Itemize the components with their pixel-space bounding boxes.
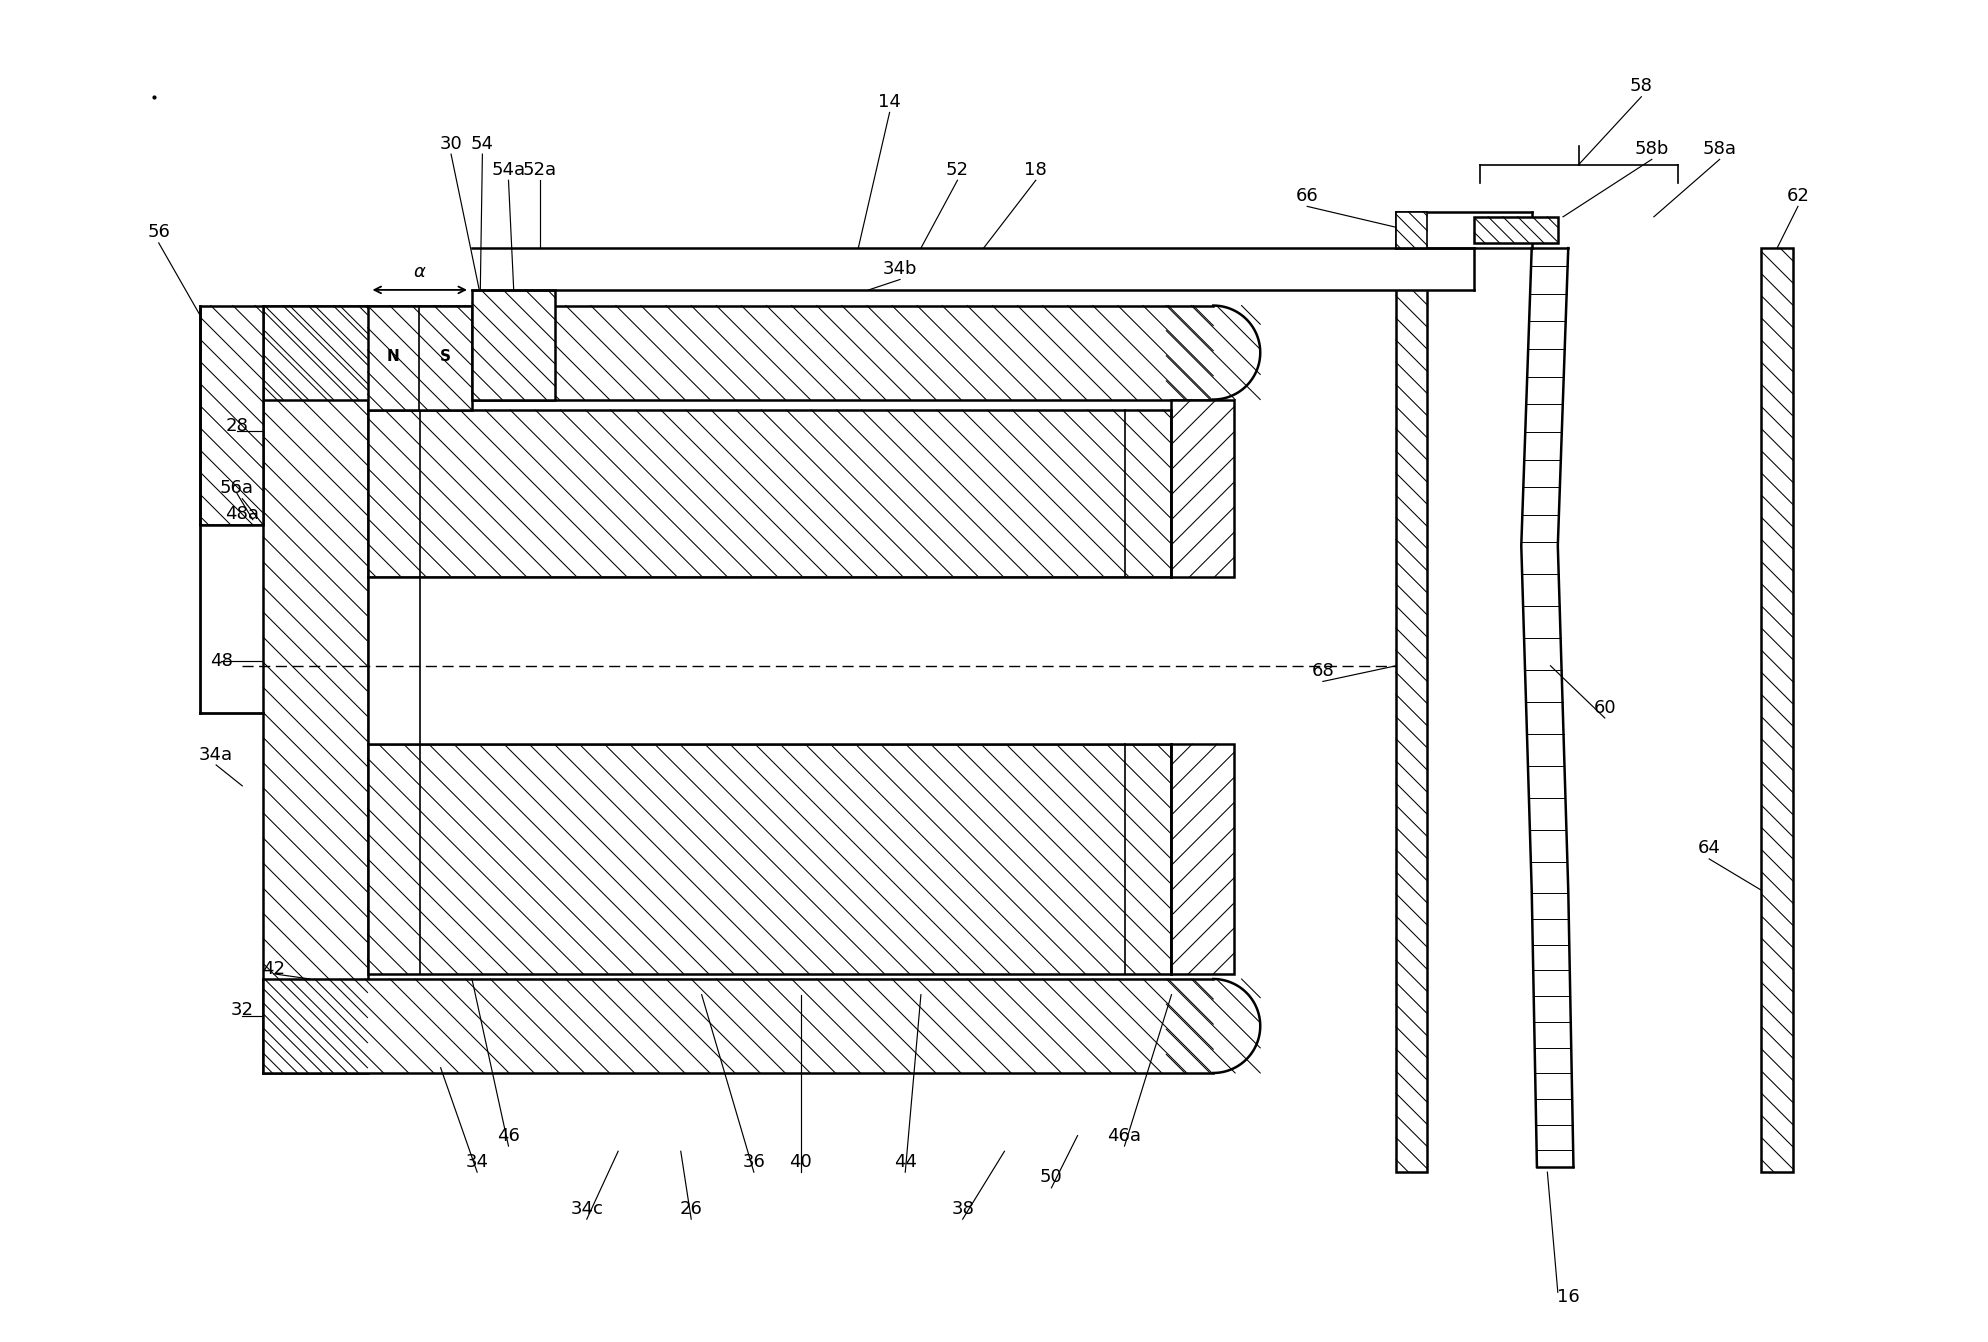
Text: 68: 68	[1312, 662, 1334, 680]
Bar	[1396, 248, 1427, 1172]
Text: 48a: 48a	[225, 506, 258, 523]
Text: 32: 32	[231, 1001, 254, 1020]
Polygon shape	[1213, 306, 1260, 400]
Text: 18: 18	[1024, 161, 1048, 178]
Text: 34: 34	[465, 1153, 489, 1170]
Polygon shape	[1213, 980, 1260, 1074]
Text: N: N	[386, 349, 400, 364]
Bar	[471, 290, 555, 400]
Text: 46a: 46a	[1107, 1127, 1141, 1145]
Bar	[1761, 248, 1793, 1172]
Text: 66: 66	[1296, 187, 1318, 205]
Text: 34b: 34b	[883, 260, 916, 278]
Text: 40: 40	[789, 1153, 813, 1170]
Bar	[262, 306, 1213, 400]
Text: 36: 36	[742, 1153, 765, 1170]
Text: 38: 38	[950, 1200, 974, 1217]
Bar	[368, 409, 1171, 577]
Text: 34a: 34a	[199, 746, 233, 764]
Text: 54a: 54a	[491, 161, 525, 178]
Bar	[262, 980, 1213, 1074]
Text: 16: 16	[1557, 1288, 1580, 1307]
Text: 52: 52	[946, 161, 968, 178]
Bar	[1171, 400, 1235, 577]
Text: 26: 26	[680, 1200, 702, 1217]
Text: $\alpha$: $\alpha$	[414, 263, 427, 282]
Text: 64: 64	[1698, 840, 1722, 858]
Text: 52a: 52a	[523, 161, 557, 178]
Text: 48: 48	[211, 652, 233, 670]
Text: 44: 44	[895, 1153, 916, 1170]
Bar	[1171, 743, 1235, 974]
Text: 30: 30	[439, 134, 463, 153]
Text: 54: 54	[471, 134, 493, 153]
Polygon shape	[1521, 248, 1573, 1168]
Text: 14: 14	[879, 93, 901, 111]
Text: 56a: 56a	[221, 479, 254, 498]
Text: 60: 60	[1594, 699, 1616, 717]
Text: 28: 28	[225, 416, 248, 435]
Bar	[368, 306, 471, 409]
Text: 58a: 58a	[1702, 140, 1738, 158]
Text: S: S	[441, 349, 451, 364]
Bar	[262, 306, 368, 1074]
Text: 42: 42	[262, 960, 284, 977]
Bar	[1396, 212, 1427, 248]
Bar	[1475, 217, 1559, 243]
Text: 62: 62	[1787, 187, 1809, 205]
Text: 46: 46	[497, 1127, 521, 1145]
Bar	[201, 306, 262, 525]
Text: 58b: 58b	[1634, 140, 1670, 158]
Text: 58: 58	[1630, 78, 1652, 95]
Bar	[368, 743, 1171, 974]
Text: 50: 50	[1040, 1169, 1064, 1186]
Text: 34c: 34c	[571, 1200, 602, 1217]
Text: 56: 56	[147, 224, 171, 242]
